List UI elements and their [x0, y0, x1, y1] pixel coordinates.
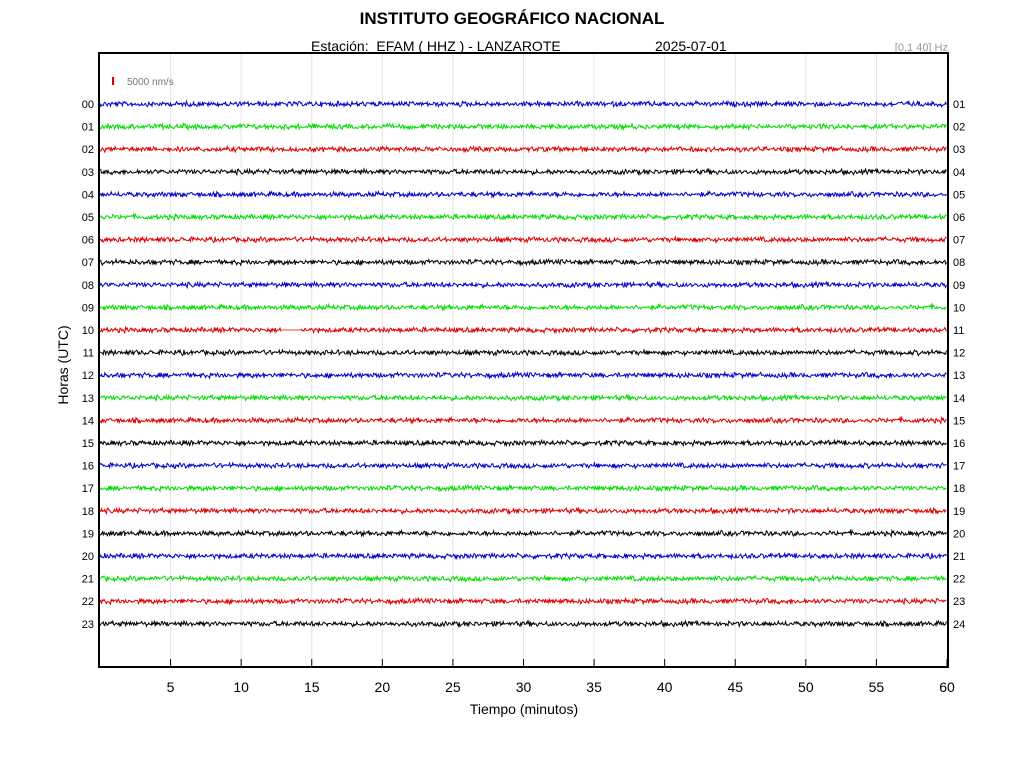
- trace-hour-14: [99, 415, 947, 426]
- x-tick-label: 45: [727, 679, 743, 695]
- hour-label-right: 10: [953, 302, 965, 314]
- trace-hour-00: [99, 99, 947, 109]
- hour-label-right: 24: [953, 619, 965, 631]
- hour-label-left: 21: [82, 574, 94, 586]
- hour-label-right: 18: [953, 483, 965, 495]
- x-tick-label: 15: [304, 679, 320, 695]
- trace-hour-07: [99, 257, 947, 267]
- plot-frame: [98, 52, 949, 668]
- trace-hour-12: [99, 370, 947, 380]
- hour-label-left: 16: [82, 461, 94, 473]
- hour-label-left: 20: [82, 551, 94, 563]
- trace-hour-22: [99, 596, 947, 606]
- hour-label-right: 05: [953, 189, 965, 201]
- x-tick-label: 5: [167, 679, 175, 695]
- x-tick-label: 20: [375, 679, 391, 695]
- grid-layer: [170, 54, 877, 666]
- hour-label-right: 22: [953, 574, 965, 586]
- trace-hour-17: [99, 483, 947, 493]
- hour-label-left: 03: [82, 167, 94, 179]
- frequency-band-label: [0.1 40] Hz: [894, 42, 948, 54]
- hour-label-right: 15: [953, 415, 965, 427]
- hour-label-right: 19: [953, 506, 965, 518]
- hour-label-left: 05: [82, 212, 94, 224]
- hour-label-left: 13: [82, 393, 94, 405]
- hour-label-left: 23: [82, 619, 94, 631]
- hour-label-left: 07: [82, 257, 94, 269]
- hour-label-right: 04: [953, 167, 965, 179]
- hour-label-left: 04: [82, 189, 94, 201]
- hour-label-right: 11: [953, 325, 964, 337]
- trace-hour-05: [99, 212, 947, 222]
- hour-label-right: 14: [953, 393, 965, 405]
- trace-hour-08: [99, 280, 947, 290]
- scale-label: 5000 nm/s: [127, 77, 174, 88]
- scale-bar-group: 5000 nm/s: [112, 77, 174, 88]
- hour-label-left: 18: [82, 506, 94, 518]
- trace-hour-02: [99, 144, 947, 154]
- hour-label-left: 01: [82, 122, 94, 134]
- x-tick-label: 10: [233, 679, 249, 695]
- hour-label-left: 19: [82, 528, 94, 540]
- x-tick-label: 35: [586, 679, 602, 695]
- x-tick-label: 30: [516, 679, 532, 695]
- trace-hour-06: [99, 235, 947, 245]
- x-tick-label: 55: [869, 679, 885, 695]
- trace-hour-16: [99, 461, 947, 471]
- hour-label-right: 16: [953, 438, 965, 450]
- trace-hour-09: [99, 302, 947, 312]
- hour-label-right: 07: [953, 235, 965, 247]
- hour-label-right: 13: [953, 370, 965, 382]
- hour-label-left: 02: [82, 144, 94, 156]
- x-tick-label: 40: [657, 679, 673, 695]
- hour-label-right: 02: [953, 122, 965, 134]
- hour-label-left: 10: [82, 325, 94, 337]
- hour-label-right: 03: [953, 144, 965, 156]
- trace-layer: [99, 99, 947, 629]
- trace-hour-11: [99, 348, 947, 358]
- hour-label-left: 14: [82, 415, 94, 427]
- hour-label-right: 09: [953, 280, 965, 292]
- trace-hour-01: [99, 121, 947, 132]
- hour-label-left: 15: [82, 438, 94, 450]
- x-tick-label: 50: [798, 679, 814, 695]
- trace-hour-19: [99, 528, 947, 539]
- hour-label-left: 17: [82, 483, 94, 495]
- trace-hour-23: [99, 619, 947, 629]
- trace-hour-10: [99, 325, 947, 335]
- hour-label-right: 06: [953, 212, 965, 224]
- hour-label-right: 01: [953, 99, 965, 111]
- trace-hour-03: [99, 167, 947, 177]
- trace-hour-20: [99, 551, 947, 561]
- trace-hour-13: [99, 393, 947, 403]
- hour-label-right: 20: [953, 528, 965, 540]
- trace-hour-21: [99, 574, 947, 584]
- hour-label-right: 12: [953, 348, 965, 360]
- chart-title: INSTITUTO GEOGRÁFICO NACIONAL: [359, 9, 665, 28]
- trace-hour-15: [99, 438, 947, 448]
- x-tick-label: 60: [939, 679, 955, 695]
- hour-label-right: 08: [953, 257, 965, 269]
- label-layer: 5 10 15 20 25 30 35 40 45 50 55 60 00 01 01 02 02 03 03 04 0…: [82, 99, 966, 695]
- x-axis-title: Tiempo (minutos): [470, 701, 578, 717]
- hour-label-right: 23: [953, 596, 965, 608]
- trace-hour-18: [99, 506, 947, 516]
- hour-label-left: 12: [82, 370, 94, 382]
- date-label: 2025-07-01: [655, 38, 727, 54]
- y-axis-title: Horas (UTC): [55, 325, 71, 404]
- hour-label-left: 11: [83, 348, 94, 360]
- x-tick-label: 25: [445, 679, 461, 695]
- hour-label-left: 22: [82, 596, 94, 608]
- hour-label-left: 00: [82, 99, 94, 111]
- trace-hour-04: [99, 189, 947, 199]
- station-label: Estación: EFAM ( HHZ ) - LANZAROTE: [311, 38, 561, 54]
- hour-label-left: 08: [82, 280, 94, 292]
- hour-label-right: 21: [953, 551, 965, 563]
- hour-label-left: 09: [82, 302, 94, 314]
- hour-label-left: 06: [82, 235, 94, 247]
- hour-label-right: 17: [953, 461, 965, 473]
